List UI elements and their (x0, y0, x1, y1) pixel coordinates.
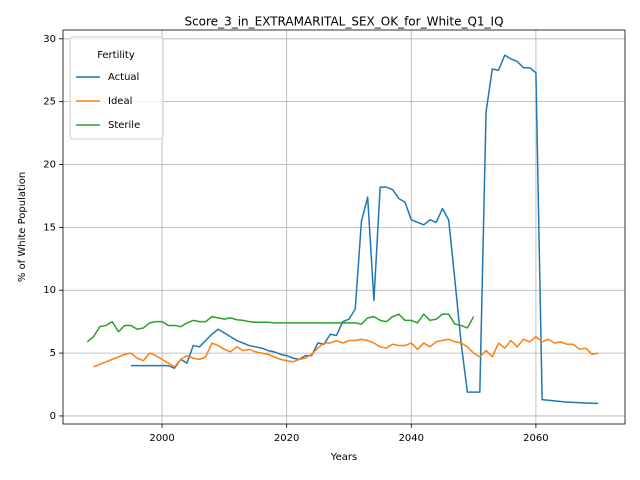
y-axis-label: % of White Population (17, 172, 28, 282)
y-tick-label: 5 (50, 348, 56, 359)
y-tick-label: 30 (43, 34, 56, 45)
y-tick-label: 20 (43, 160, 56, 171)
x-tick-label: 2040 (399, 433, 424, 444)
y-tick-label: 15 (43, 222, 56, 233)
legend-box (69, 36, 164, 140)
y-tick-label: 10 (43, 285, 56, 296)
x-tick-label: 2020 (274, 433, 299, 444)
legend-label: Ideal (108, 96, 132, 107)
x-tick-label: 2060 (523, 433, 548, 444)
y-tick-label: 25 (43, 97, 56, 108)
line-series (86, 313, 475, 343)
x-tick-label: 2000 (149, 433, 174, 444)
legend-label: Sterile (108, 120, 140, 131)
legend-label: Actual (108, 72, 139, 83)
x-axis-label: Years (330, 452, 357, 463)
y-tick-label: 0 (50, 411, 56, 422)
line-series (130, 54, 599, 405)
legend-title: Fertility (97, 50, 135, 61)
line-series (93, 336, 599, 368)
chart-title: Score_3_in_EXTRAMARITAL_SEX_OK_for_White… (184, 15, 503, 29)
plot-frame (62, 29, 626, 425)
